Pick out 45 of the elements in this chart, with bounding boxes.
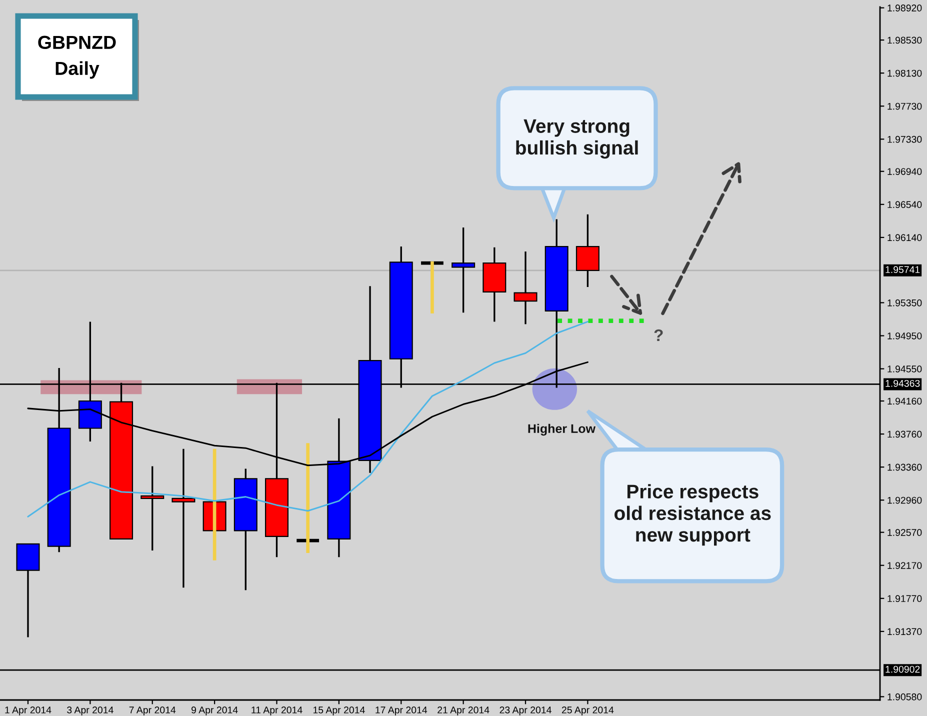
- x-tick-label: 21 Apr 2014: [438, 706, 490, 716]
- y-tick-label: 1.93360: [888, 464, 922, 471]
- x-tick-label: 15 Apr 2014: [313, 706, 365, 716]
- x-tick-label: 23 Apr 2014: [500, 706, 552, 716]
- text: GBPNZD: [38, 36, 116, 50]
- candlestick: [421, 261, 444, 314]
- y-tick-label: 1.96540: [888, 201, 922, 208]
- text: ?: [654, 329, 663, 341]
- candlestick: [172, 448, 196, 588]
- candlestick: [576, 213, 600, 288]
- y-tick-label: 1.97730: [888, 102, 922, 110]
- y-tick-label: 1.96140: [888, 234, 922, 242]
- y-tick-label: 1.92960: [888, 496, 922, 504]
- annotation: Higher Low: [528, 424, 596, 436]
- y-tick-label: 1.98530: [888, 36, 922, 44]
- y-tick-label: 1.91770: [888, 595, 922, 602]
- y-tick-label: 1.92570: [888, 529, 922, 536]
- y-tick-label: 1.98130: [888, 70, 922, 77]
- x-tick-label: 7 Apr 2014: [129, 706, 176, 716]
- y-tick-label: 1.90580: [888, 693, 922, 700]
- text: Price respects old resistance as new support: [614, 484, 771, 546]
- y-tick-label: 1.95350: [888, 299, 922, 306]
- candlestick: [514, 250, 538, 326]
- candlestick: [452, 226, 476, 314]
- text: Daily: [56, 61, 100, 79]
- ref-line-label: 1.95741: [886, 266, 920, 274]
- y-tick-label: 1.97330: [888, 136, 922, 143]
- x-tick-label: 25 Apr 2014: [562, 706, 614, 716]
- x-tick-label: 9 Apr 2014: [192, 706, 238, 716]
- x-tick-label: 1 Apr 2014: [5, 706, 52, 716]
- y-tick-label: 1.92170: [888, 562, 922, 569]
- y-tick-label: 1.94950: [888, 332, 922, 340]
- candlestick: [140, 465, 164, 552]
- ref-line-label: 1.94363: [886, 380, 920, 387]
- x-tick-label: 3 Apr 2014: [67, 706, 114, 716]
- x-tick-label: 11 Apr 2014: [252, 706, 302, 716]
- y-tick-label: 1.96940: [888, 168, 922, 175]
- y-tick-label: 1.91370: [888, 628, 922, 636]
- ref-line-label: 1.90902: [886, 666, 920, 673]
- x-tick-label: 17 Apr 2014: [376, 706, 428, 716]
- y-tick-label: 1.93760: [888, 430, 922, 438]
- annotation: Very strong bullish signal: [516, 119, 638, 159]
- y-tick-label: 1.94160: [888, 398, 922, 405]
- y-tick-label: 1.98920: [888, 4, 922, 12]
- y-tick-label: 1.94550: [888, 366, 922, 372]
